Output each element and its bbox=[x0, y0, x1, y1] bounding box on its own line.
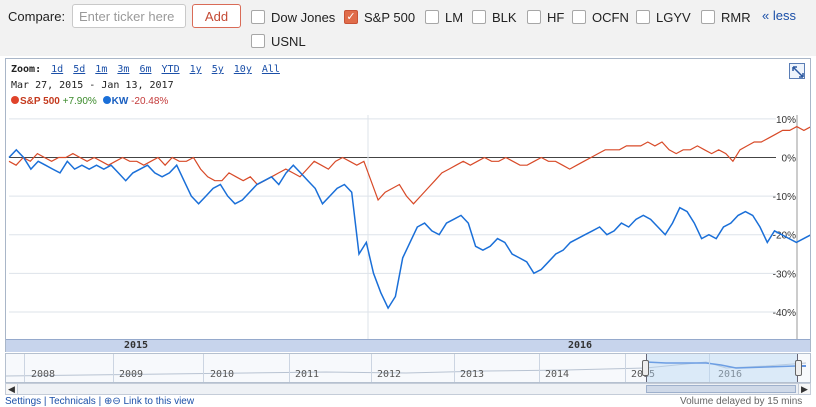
year-label-2016: 2016 bbox=[568, 340, 593, 351]
checkbox-label: Dow Jones bbox=[271, 9, 336, 25]
nav-tick bbox=[24, 354, 25, 382]
y-tick-label: -30% bbox=[773, 269, 796, 280]
zoom-all[interactable]: All bbox=[261, 64, 280, 75]
series-line-sp500 bbox=[8, 125, 810, 205]
checkbox-label: USNL bbox=[271, 33, 306, 49]
zoom-6m[interactable]: 6m bbox=[139, 64, 152, 75]
nav-tick bbox=[203, 354, 204, 382]
scroll-left-icon[interactable]: ◀ bbox=[6, 384, 18, 394]
navigator-sparkline bbox=[6, 361, 807, 377]
nav-tick bbox=[625, 354, 626, 382]
kw-dot-icon bbox=[102, 96, 111, 104]
checkbox-ocfn[interactable]: OCFN bbox=[572, 7, 629, 27]
nav-tick bbox=[709, 354, 710, 382]
y-tick-label: -40% bbox=[773, 308, 796, 319]
timeline-scrollbar[interactable]: ◀ ▶ bbox=[5, 383, 811, 395]
date-end[interactable]: Jan 13, 2017 bbox=[101, 80, 174, 91]
nav-year-2009: 2009 bbox=[119, 369, 144, 380]
checkbox-box[interactable] bbox=[251, 10, 265, 24]
zoom-5y[interactable]: 5y bbox=[211, 64, 224, 75]
nav-year-2008: 2008 bbox=[31, 369, 56, 380]
checkbox-sp500[interactable]: ✓ S&P 500 bbox=[344, 7, 415, 27]
left-drag-handle[interactable] bbox=[642, 360, 649, 376]
ticker-input[interactable] bbox=[72, 4, 186, 28]
checkbox-box[interactable] bbox=[425, 10, 439, 24]
sp500-dot-icon bbox=[11, 96, 19, 104]
checkbox-blk[interactable]: BLK bbox=[472, 7, 517, 27]
checkbox-box[interactable] bbox=[527, 10, 541, 24]
checkbox-label: S&P 500 bbox=[364, 9, 416, 25]
y-tick-label: 0% bbox=[782, 153, 797, 164]
checkbox-box[interactable] bbox=[636, 10, 650, 24]
checkbox-label: OCFN bbox=[592, 9, 629, 25]
chart-panel: 10% 0% -10% -20% -30% -40% Zoom: 1d 5d 1m 3m … bbox=[5, 58, 811, 352]
checkbox-box[interactable] bbox=[251, 34, 265, 48]
checkbox-box[interactable] bbox=[472, 10, 486, 24]
checkbox-hf[interactable]: HF bbox=[527, 7, 564, 27]
series-line-kw bbox=[8, 148, 810, 310]
legend-name-kw: KW bbox=[111, 96, 129, 107]
checkbox-box[interactable] bbox=[572, 10, 586, 24]
legend-change-sp500: +7.90% bbox=[62, 96, 97, 107]
footer-links[interactable]: Settings | Technicals | ⊕⊖ Link to this … bbox=[5, 396, 195, 407]
legend-name-sp500: S&P 500 bbox=[20, 96, 60, 107]
year-band: 2015 2016 bbox=[6, 339, 810, 352]
checkbox-dow-jones[interactable]: Dow Jones bbox=[251, 7, 335, 27]
checkbox-rmr[interactable]: RMR bbox=[701, 7, 751, 27]
zoom-1m[interactable]: 1m bbox=[95, 64, 108, 75]
nav-year-2016: 2016 bbox=[718, 369, 743, 380]
y-tick-label: 10% bbox=[776, 115, 796, 126]
checkbox-label: RMR bbox=[721, 9, 751, 25]
zoom-5d[interactable]: 5d bbox=[73, 64, 86, 75]
nav-tick bbox=[113, 354, 114, 382]
nav-year-2011: 2011 bbox=[295, 369, 320, 380]
checkbox-usnl[interactable]: USNL bbox=[251, 31, 306, 51]
price-chart[interactable]: 10%0%-10%-20%-30%-40% bbox=[6, 59, 810, 339]
checkbox-label: LGYV bbox=[656, 9, 691, 25]
nav-year-2012: 2012 bbox=[377, 369, 402, 380]
compare-label: Compare: bbox=[8, 9, 66, 24]
scroll-right-icon[interactable]: ▶ bbox=[798, 384, 810, 394]
zoom-controls: Zoom: 1d 5d 1m 3m 6m YTD 1y 5y 10y All bbox=[11, 64, 280, 75]
date-range: Mar 27, 2015 - Jan 13, 2017 bbox=[11, 80, 174, 91]
expand-icon[interactable] bbox=[789, 63, 805, 79]
date-start[interactable]: Mar 27, 2015 bbox=[11, 80, 84, 91]
year-label-2015: 2015 bbox=[124, 340, 149, 351]
timeline-navigator[interactable]: 2008 2009 2010 2011 2012 2013 2014 2015 … bbox=[5, 353, 811, 383]
zoom-10y[interactable]: 10y bbox=[233, 64, 252, 75]
legend-change-kw: -20.48% bbox=[131, 96, 169, 107]
add-button[interactable]: Add bbox=[192, 4, 241, 28]
checkmark-icon[interactable]: ✓ bbox=[344, 10, 358, 24]
less-link[interactable]: « less bbox=[762, 8, 796, 23]
footer-note: Volume delayed by 15 mins bbox=[680, 396, 803, 407]
zoom-label: Zoom: bbox=[11, 64, 42, 75]
zoom-ytd[interactable]: YTD bbox=[161, 64, 180, 75]
nav-tick bbox=[371, 354, 372, 382]
checkbox-lgyv[interactable]: LGYV bbox=[636, 7, 691, 27]
y-tick-label: -10% bbox=[773, 192, 796, 203]
checkbox-label: LM bbox=[445, 9, 464, 25]
nav-year-2013: 2013 bbox=[460, 369, 485, 380]
checkbox-label: HF bbox=[547, 9, 565, 25]
checkbox-label: BLK bbox=[492, 9, 517, 25]
compare-bar: Compare: Add Dow Jones ✓ S&P 500 LM BLK … bbox=[0, 0, 816, 56]
navigator-window[interactable] bbox=[646, 354, 798, 382]
scroll-thumb[interactable] bbox=[646, 385, 796, 393]
nav-year-2010: 2010 bbox=[210, 369, 235, 380]
nav-tick bbox=[539, 354, 540, 382]
nav-tick bbox=[289, 354, 290, 382]
date-separator: - bbox=[89, 80, 96, 91]
nav-year-2014: 2014 bbox=[545, 369, 570, 380]
zoom-1y[interactable]: 1y bbox=[189, 64, 202, 75]
checkbox-box[interactable] bbox=[701, 10, 715, 24]
checkbox-lm[interactable]: LM bbox=[425, 7, 463, 27]
right-drag-handle[interactable] bbox=[795, 360, 802, 376]
zoom-1d[interactable]: 1d bbox=[51, 64, 64, 75]
nav-tick bbox=[454, 354, 455, 382]
chart-legend: S&P 500 +7.90% KW -20.48% bbox=[11, 96, 168, 107]
zoom-3m[interactable]: 3m bbox=[117, 64, 130, 75]
